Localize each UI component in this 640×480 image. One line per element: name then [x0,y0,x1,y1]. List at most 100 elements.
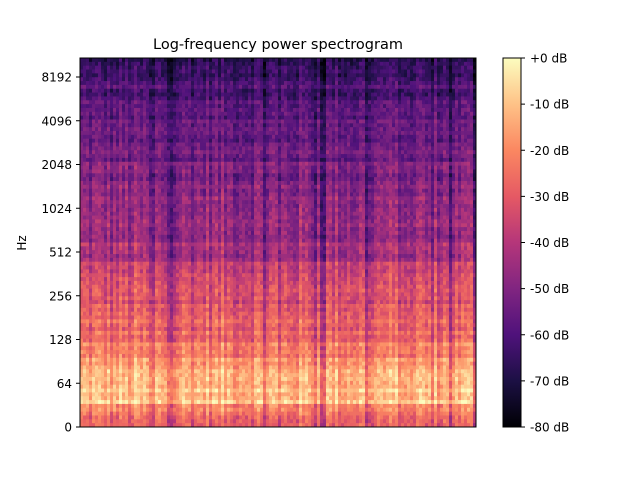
heatmap-cell [383,111,387,117]
heatmap-cell [326,200,330,205]
heatmap-cell [212,69,216,74]
heatmap-cell [326,150,330,155]
heatmap-cell [266,123,270,128]
heatmap-cell [359,154,363,159]
heatmap-cell [266,142,270,147]
heatmap-cell [176,200,180,205]
heatmap-cell [128,200,132,205]
heatmap-cell [83,69,87,74]
heatmap-cell [134,165,138,170]
heatmap-cell [467,115,471,120]
heatmap-cell [461,188,465,193]
heatmap-cell [326,181,330,186]
heatmap-cell [137,73,141,78]
heatmap-cell [101,184,105,190]
heatmap-cell [215,111,219,117]
heatmap-cell [215,123,219,128]
heatmap-cell [287,131,291,136]
heatmap-cell [149,115,153,120]
heatmap-cell [365,188,369,193]
heatmap-cell [272,107,276,113]
heatmap-cell [311,146,315,151]
heatmap-cell [218,131,222,136]
heatmap-cell [317,157,321,163]
heatmap-cell [80,184,84,190]
heatmap-cell [92,123,96,128]
heatmap-cell [251,58,255,63]
heatmap-cell [152,65,156,70]
heatmap-cell [155,146,159,151]
heatmap-cell [170,65,174,70]
heatmap-cell [350,165,354,170]
heatmap-cell [275,88,279,93]
heatmap-cell [308,123,312,128]
heatmap-cell [233,200,237,205]
heatmap-cell [137,131,141,136]
heatmap-cell [95,100,99,105]
heatmap-cell [332,104,336,109]
heatmap-cell [299,88,303,93]
heatmap-cell [383,107,387,113]
heatmap-cell [464,100,468,105]
heatmap-cell [380,131,384,136]
heatmap-cell [182,100,186,105]
heatmap-cell [215,104,219,109]
heatmap-cell [200,200,204,205]
heatmap-cell [347,96,351,101]
heatmap-cell [248,115,252,120]
heatmap-cell [110,96,114,101]
heatmap-cell [386,61,390,67]
heatmap-cell [239,107,243,113]
heatmap-cell [206,111,210,117]
heatmap-cell [458,177,462,182]
heatmap-cell [215,69,219,74]
heatmap-cell [182,92,186,97]
heatmap-cell [197,84,201,90]
heatmap-cell [380,157,384,163]
heatmap-cell [272,58,276,63]
heatmap-cell [458,154,462,159]
heatmap-cell [326,188,330,193]
heatmap-cell [116,100,120,105]
heatmap-cell [170,73,174,78]
heatmap-cell [257,134,261,140]
heatmap-cell [101,131,105,136]
heatmap-cell [362,58,366,63]
heatmap-cell [440,184,444,190]
heatmap-cell [296,165,300,170]
heatmap-cell [200,138,204,143]
heatmap-cell [440,77,444,82]
heatmap-cell [134,161,138,167]
heatmap-cell [236,138,240,143]
heatmap-cell [395,138,399,143]
heatmap-cell [455,131,459,136]
heatmap-cell [116,119,120,124]
heatmap-cell [191,73,195,78]
heatmap-cell [104,177,108,182]
heatmap-cell [107,154,111,159]
heatmap-cell [308,146,312,151]
heatmap-cell [410,177,414,182]
heatmap-cell [125,184,129,190]
heatmap-cell [446,115,450,120]
heatmap-cell [224,150,228,155]
heatmap-cell [440,138,444,143]
heatmap-cell [431,96,435,101]
heatmap-cell [128,131,132,136]
heatmap-cell [296,131,300,136]
heatmap-cell [374,165,378,170]
heatmap-cell [179,65,183,70]
heatmap-cell [107,181,111,186]
heatmap-cell [338,107,342,113]
heatmap-cell [362,73,366,78]
heatmap-cell [185,69,189,74]
heatmap-cell [317,150,321,155]
heatmap-cell [101,134,105,140]
heatmap-cell [392,88,396,93]
heatmap-cell [335,107,339,113]
heatmap-cell [281,154,285,159]
heatmap-cell [359,146,363,151]
heatmap-cell [470,58,474,63]
heatmap-cell [188,65,192,70]
heatmap-cell [293,73,297,78]
